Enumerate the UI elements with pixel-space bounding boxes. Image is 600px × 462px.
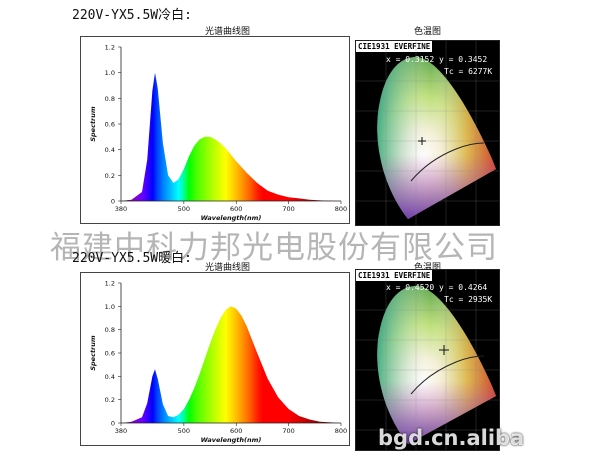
brand-watermark: bgd.cn.aliba <box>378 426 525 450</box>
y-tick-label: 0.8 <box>105 95 115 103</box>
y-axis-label: Spectrum <box>89 106 97 142</box>
cie-diagram-cool: CIE1931 EVERFINE <box>355 40 500 226</box>
x-tick-label: 800 <box>335 205 347 213</box>
x-tick-label: 380 <box>115 205 127 213</box>
spectrum-area <box>121 306 341 423</box>
cie-header-label: CIE1931 EVERFINE <box>356 41 433 52</box>
cie-chromaticity-plot <box>356 270 499 450</box>
y-tick-label: 0 <box>111 198 115 206</box>
spectrum-panel-title: 光谱曲线图 <box>205 27 251 37</box>
y-tick-label: 1.2 <box>105 44 115 52</box>
section-title-warm-white: 220V-YX5.5W暖白: <box>72 251 192 266</box>
spectrum-panel-title: 光谱曲线图 <box>205 263 251 273</box>
y-tick-label: 0.2 <box>105 396 115 404</box>
x-tick-label: 700 <box>282 205 294 213</box>
y-tick-label: 0.2 <box>105 172 115 180</box>
cie-panel-title: 色温图 <box>414 27 442 37</box>
x-tick-label: 500 <box>178 427 190 435</box>
y-tick-label: 1.0 <box>105 303 115 311</box>
x-tick-label: 380 <box>115 427 127 435</box>
y-tick-label: 1.0 <box>105 69 115 77</box>
cie-header-label: CIE1931 EVERFINE <box>356 270 433 281</box>
x-tick-label: 600 <box>230 205 242 213</box>
cie-cct-readout: Tc = 6277K <box>444 67 493 76</box>
y-tick-label: 0.4 <box>105 373 115 381</box>
y-tick-label: 0.8 <box>105 326 115 334</box>
spectrum-chart-cool: 0 0.2 0.4 0.6 0.8 1.0 1.2 380 500 600 700 800 Wavele… <box>89 44 347 223</box>
y-tick-label: 1.2 <box>105 280 115 288</box>
cie-diagram-warm: CIE1931 EVERFINE <box>355 269 500 451</box>
cie-xy-readout: x = 0.3152 y = 0.3452 <box>386 55 488 64</box>
x-tick-label: 700 <box>282 427 294 435</box>
spectrum-chart-warm: 0 0.2 0.4 0.6 0.8 1.0 1.2 380 500 600 700 800 Wavele… <box>89 280 347 445</box>
y-tick-label: 0.4 <box>105 146 115 154</box>
section-title-cool-white: 220V-YX5.5W冷白: <box>72 8 192 23</box>
company-watermark: 福建中科力邦光电股份有限公司 <box>50 230 498 266</box>
y-tick-label: 0 <box>111 420 115 428</box>
x-axis-label: Wavelength(nm) <box>201 214 262 222</box>
spectrum-chart-frame-warm: 0 0.2 0.4 0.6 0.8 1.0 1.2 380 500 600 700 800 Wavele… <box>80 272 350 446</box>
x-tick-label: 800 <box>335 427 347 435</box>
cie-panel-title: 色温图 <box>414 263 442 273</box>
cie-chromaticity-plot <box>356 41 499 225</box>
y-tick-label: 0.6 <box>105 121 115 129</box>
spectrum-chart-frame-cool: 0 0.2 0.4 0.6 0.8 1.0 1.2 380 500 600 700 800 Wavele… <box>80 36 350 224</box>
x-axis-label: Wavelength(nm) <box>201 436 262 444</box>
cie-xy-readout: x = 0.4520 y = 0.4264 <box>386 283 488 292</box>
x-tick-label: 500 <box>178 205 190 213</box>
y-tick-label: 0.6 <box>105 350 115 358</box>
x-tick-label: 600 <box>230 427 242 435</box>
spectrum-area <box>121 72 341 201</box>
cie-cct-readout: Tc = 2935K <box>444 295 493 304</box>
y-axis-label: Spectrum <box>89 335 97 371</box>
